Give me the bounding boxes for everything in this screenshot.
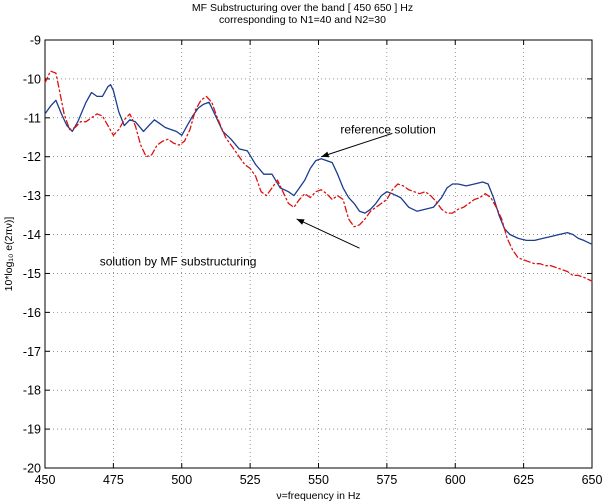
x-tick-label: 475 [103,473,124,487]
series-line-reference [44,84,593,245]
y-tick-label: -14 [23,228,41,242]
x-tick-label: 650 [582,473,603,487]
annotation-arrow-line [321,132,393,158]
annotation-mf-substructuring: solution by MF substructuring [100,255,257,269]
y-tick-label: -18 [23,384,41,398]
annotation-reference-solution: reference solution [340,122,435,136]
chart-title-line-2: corresponding to N1=40 and N2=30 [219,14,386,26]
series-line-mf-substructuring [44,70,593,282]
y-tick-label: -9 [30,34,41,48]
x-tick-label: 500 [171,473,192,487]
x-tick-label: 625 [513,473,534,487]
grid-layer [45,40,592,468]
x-tick-label: 525 [240,473,261,487]
y-tick-label: -19 [23,423,41,437]
annotation-arrow-line [296,218,360,249]
y-tick-label: -11 [24,111,41,125]
x-tick-label: 550 [308,473,329,487]
y-tick-label: -15 [23,267,41,281]
x-tick-label: 600 [445,473,466,487]
y-tick-label: -20 [23,462,41,476]
y-tick-label: -16 [23,306,41,320]
x-tick-label: 450 [35,473,56,487]
x-axis-label: ν=frequency in Hz [276,490,360,502]
y-tick-label: -12 [23,150,41,164]
y-tick-label: -10 [23,72,41,86]
x-tick-label: 575 [376,473,397,487]
annotation-arrow-head [296,218,305,225]
chart-title-line-1: MF Substructuring over the band [ 450 65… [191,2,414,14]
ticks-layer: 450 475 500 525 550 575 600 625 650 -20 -19 -18 -17 -… [23,34,603,488]
y-axis-label: 10*log₁₀ e(2πν)] [3,217,15,292]
y-tick-label: -17 [23,345,41,359]
series-layer [44,70,593,282]
y-tick-label: -13 [23,189,41,203]
annotation-arrow-head [321,151,330,158]
annotation-layer: reference solution solution by MF substru… [100,122,436,268]
